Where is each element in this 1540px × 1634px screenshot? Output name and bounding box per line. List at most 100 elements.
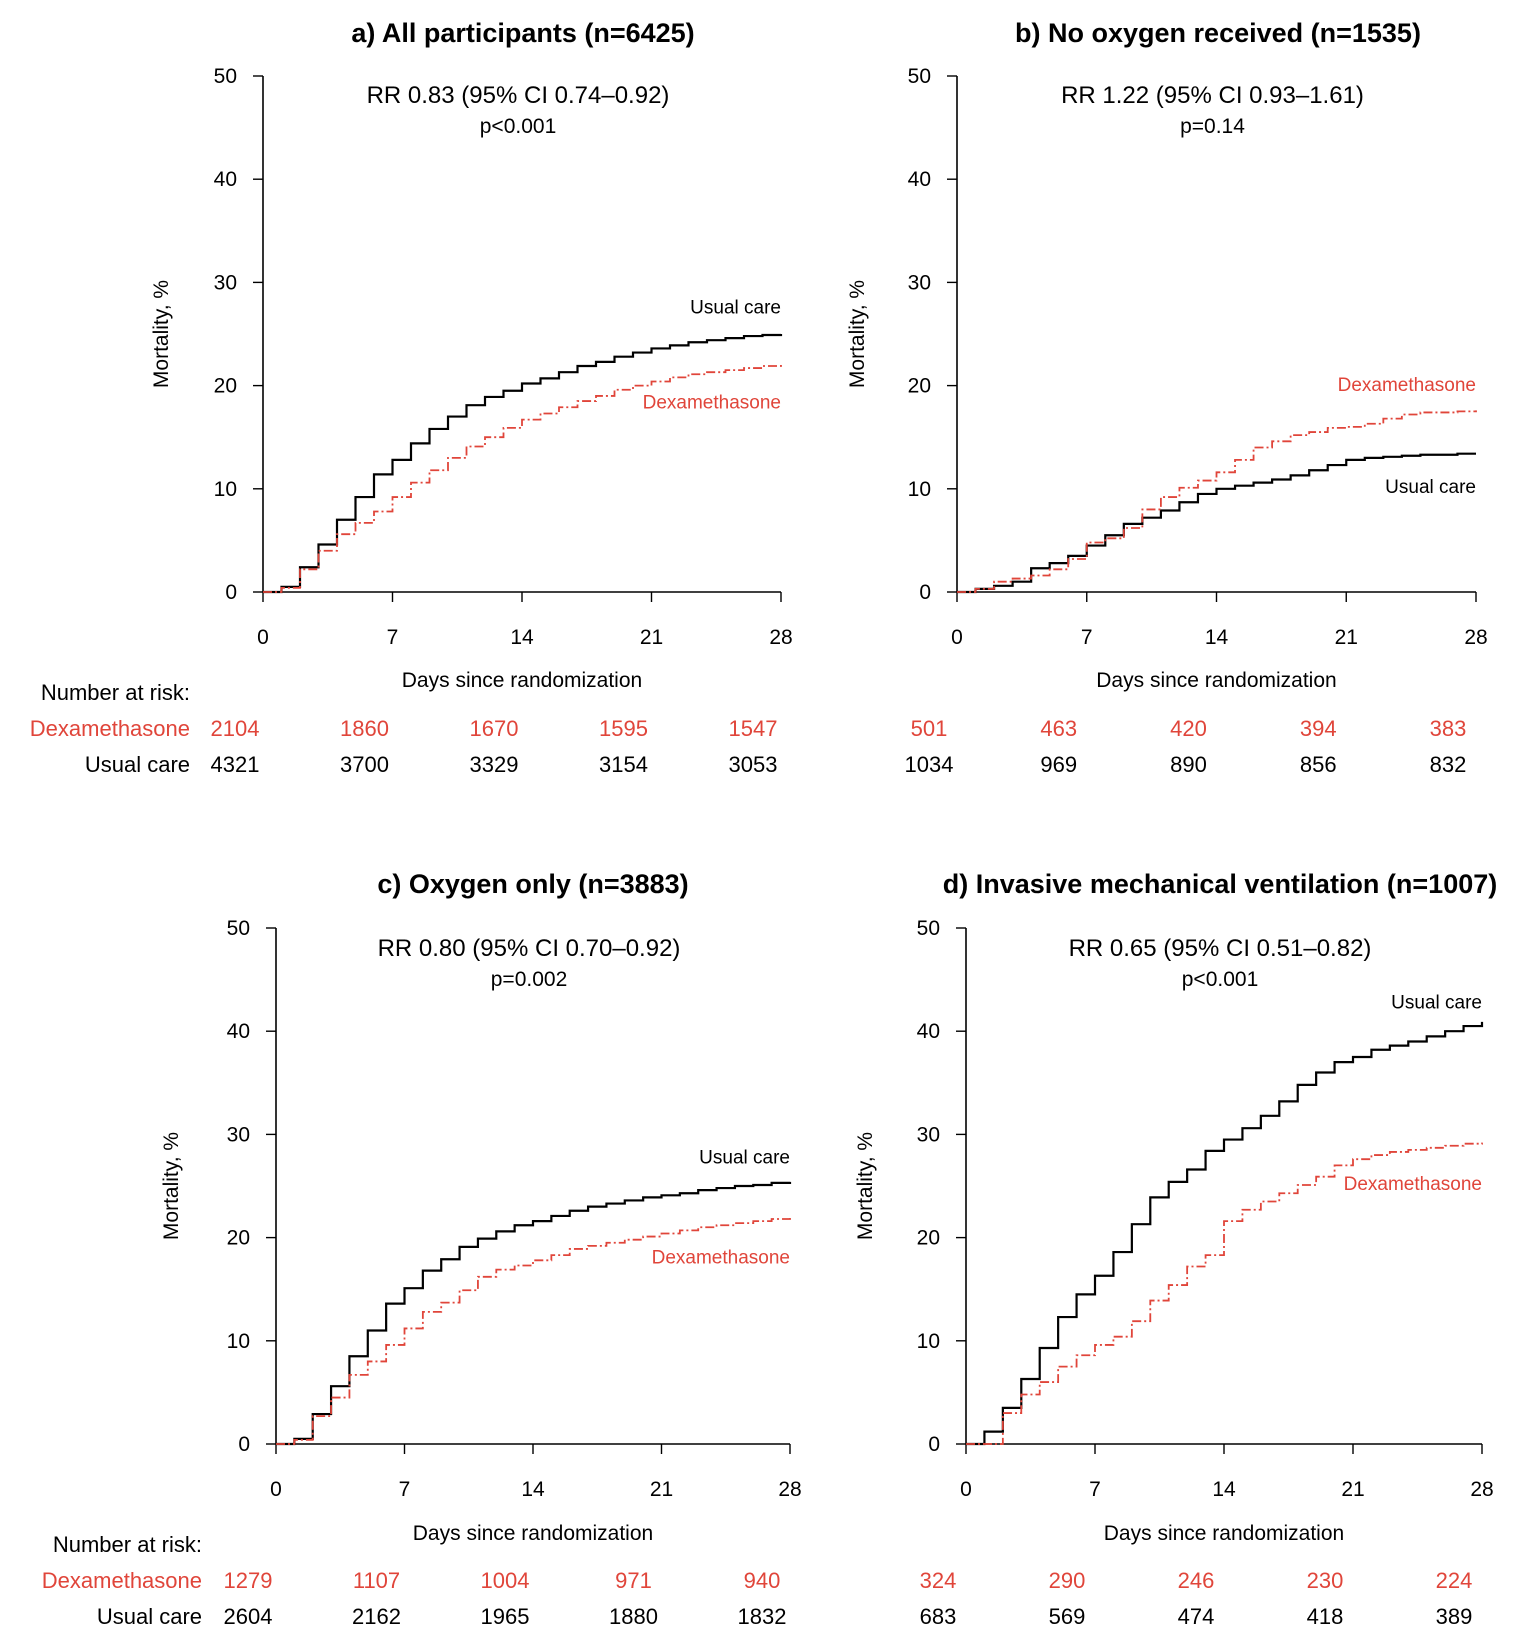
- risk-count: 4321: [211, 752, 260, 777]
- y-tick-label: 0: [919, 581, 931, 604]
- x-tick-label: 21: [1335, 626, 1358, 649]
- risk-count: 394: [1300, 716, 1337, 741]
- x-axis-label: Days since randomization: [413, 1522, 653, 1545]
- series-line-usual-care: [276, 1181, 792, 1446]
- panel-d: d) Invasive mechanical ventilation (n=10…: [854, 869, 1497, 1629]
- risk-row-name: Usual care: [97, 1604, 202, 1629]
- risk-row-name: Dexamethasone: [42, 1568, 202, 1593]
- y-tick-label: 10: [908, 478, 931, 501]
- p-value-annotation: p<0.001: [1182, 968, 1259, 991]
- y-tick-label: 30: [227, 1123, 250, 1146]
- y-tick-label: 20: [908, 375, 931, 398]
- y-tick-label: 50: [227, 917, 250, 940]
- x-axis-label: Days since randomization: [1104, 1522, 1344, 1545]
- y-tick-label: 40: [908, 168, 931, 191]
- x-tick-label: 7: [1081, 626, 1093, 649]
- risk-count: 389: [1436, 1604, 1473, 1629]
- risk-count: 1670: [470, 716, 519, 741]
- risk-row-name: Usual care: [85, 752, 190, 777]
- x-tick-label: 7: [387, 626, 399, 649]
- panel-c: c) Oxygen only (n=3883) 0 10 20 30 40 50 0 7 14 21…: [42, 869, 802, 1629]
- risk-table-header: Number at risk:: [53, 1532, 202, 1557]
- x-tick-label: 21: [1341, 1478, 1364, 1501]
- panel-title: c) Oxygen only (n=3883): [377, 869, 688, 899]
- risk-count: 383: [1430, 716, 1467, 741]
- risk-count: 2104: [211, 716, 260, 741]
- risk-count: 1832: [738, 1604, 787, 1629]
- risk-count: 1860: [340, 716, 389, 741]
- y-tick-label: 40: [214, 168, 237, 191]
- risk-count: 1595: [599, 716, 648, 741]
- x-tick-label: 14: [1212, 1478, 1236, 1501]
- risk-count: 224: [1436, 1568, 1473, 1593]
- x-axis-label: Days since randomization: [402, 669, 642, 692]
- y-tick-label: 50: [917, 917, 940, 940]
- x-tick-label: 7: [399, 1478, 411, 1501]
- risk-count: 856: [1300, 752, 1337, 777]
- x-tick-label: 21: [650, 1478, 673, 1501]
- series-label-usual-care: Usual care: [1385, 477, 1476, 498]
- rr-annotation: RR 0.83 (95% CI 0.74–0.92): [367, 82, 670, 109]
- p-value-annotation: p<0.001: [480, 115, 557, 138]
- series-line-dexamethasone: [966, 1142, 1483, 1445]
- y-tick-label: 50: [214, 65, 237, 88]
- risk-count: 420: [1170, 716, 1207, 741]
- risk-count: 324: [920, 1568, 957, 1593]
- risk-count: 230: [1307, 1568, 1344, 1593]
- risk-count: 890: [1170, 752, 1207, 777]
- x-tick-label: 0: [270, 1478, 282, 1501]
- x-tick-label: 14: [1205, 626, 1229, 649]
- panel-a: a) All participants (n=6425) 0 10 20 30 40 50 0…: [30, 18, 793, 777]
- risk-count: 3154: [599, 752, 648, 777]
- risk-count: 1004: [481, 1568, 530, 1593]
- x-tick-label: 21: [640, 626, 663, 649]
- y-tick-label: 30: [908, 271, 931, 294]
- risk-count: 3700: [340, 752, 389, 777]
- risk-count: 1547: [729, 716, 778, 741]
- y-tick-label: 40: [917, 1020, 940, 1043]
- risk-count: 2604: [224, 1604, 273, 1629]
- y-tick-label: 0: [928, 1433, 940, 1456]
- y-tick-label: 10: [917, 1330, 940, 1353]
- series-label-dexamethasone: Dexamethasone: [643, 392, 781, 413]
- y-tick-label: 20: [227, 1227, 250, 1250]
- risk-count: 971: [615, 1568, 652, 1593]
- y-tick-label: 0: [225, 581, 237, 604]
- p-value-annotation: p=0.14: [1180, 115, 1245, 138]
- x-tick-label: 7: [1089, 1478, 1101, 1501]
- x-tick-label: 28: [1470, 1478, 1493, 1501]
- x-tick-label: 14: [510, 626, 534, 649]
- rr-annotation: RR 0.65 (95% CI 0.51–0.82): [1069, 935, 1372, 962]
- y-tick-label: 20: [214, 375, 237, 398]
- x-tick-label: 0: [951, 626, 963, 649]
- y-tick-label: 30: [214, 271, 237, 294]
- series-line-usual-care: [966, 1021, 1484, 1446]
- x-tick-label: 0: [960, 1478, 972, 1501]
- risk-count: 683: [920, 1604, 957, 1629]
- risk-count: 2162: [352, 1604, 401, 1629]
- rr-annotation: RR 0.80 (95% CI 0.70–0.92): [378, 935, 681, 962]
- series-line-dexamethasone: [957, 410, 1477, 593]
- series-label-usual-care: Usual care: [699, 1147, 790, 1168]
- panel-b: b) No oxygen received (n=1535) 0 10 20 30 40 5…: [846, 18, 1488, 777]
- risk-count: 246: [1178, 1568, 1215, 1593]
- rr-annotation: RR 1.22 (95% CI 0.93–1.61): [1061, 82, 1364, 109]
- risk-row-name: Dexamethasone: [30, 716, 190, 741]
- risk-count: 1279: [224, 1568, 273, 1593]
- risk-table-header: Number at risk:: [41, 680, 190, 705]
- risk-count: 418: [1307, 1604, 1344, 1629]
- series-label-usual-care: Usual care: [1391, 992, 1482, 1013]
- series-label-dexamethasone: Dexamethasone: [1344, 1174, 1482, 1195]
- risk-count: 1107: [353, 1568, 400, 1593]
- series-line-dexamethasone: [276, 1216, 791, 1445]
- risk-count: 290: [1049, 1568, 1086, 1593]
- y-tick-label: 10: [214, 478, 237, 501]
- risk-count: 1880: [609, 1604, 658, 1629]
- x-axis-label: Days since randomization: [1096, 669, 1336, 692]
- panel-title: d) Invasive mechanical ventilation (n=10…: [943, 869, 1497, 899]
- series-label-dexamethasone: Dexamethasone: [652, 1247, 790, 1268]
- risk-count: 501: [911, 716, 948, 741]
- risk-count: 3053: [729, 752, 778, 777]
- risk-count: 832: [1430, 752, 1467, 777]
